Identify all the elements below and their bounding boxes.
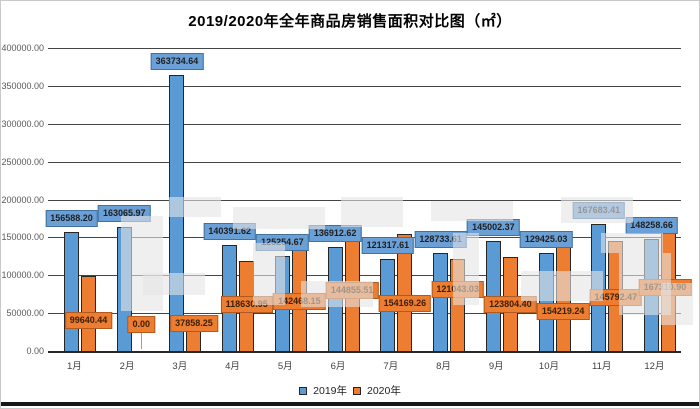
legend: 2019年 2020年 bbox=[1, 383, 699, 398]
data-label-2019-9月: 145002.37 bbox=[467, 219, 520, 237]
gridline bbox=[48, 161, 681, 163]
bottom-divider bbox=[1, 402, 699, 406]
data-label-2020-11月: 145792.47 bbox=[589, 289, 643, 306]
legend-swatch-2020 bbox=[353, 386, 361, 395]
gridline bbox=[48, 123, 681, 125]
watermark-block bbox=[341, 197, 403, 227]
data-label-2020-12月: 167310.90 bbox=[638, 279, 692, 296]
x-axis-tick-label: 4月 bbox=[225, 361, 240, 372]
data-label-2020-9月: 123804.40 bbox=[484, 296, 537, 313]
data-label-2020-3月: 37858.25 bbox=[170, 315, 218, 332]
x-axis-tick-label: 3月 bbox=[172, 361, 188, 372]
data-label-2020-8月: 121043.03 bbox=[431, 281, 484, 298]
data-label-2019-6月: 136912.62 bbox=[308, 225, 362, 243]
data-label-2020-5月: 142468.15 bbox=[273, 293, 326, 310]
chart-title: 2019/2020年全年商品房销售面积对比图（㎡） bbox=[188, 13, 512, 30]
x-axis-tick-label: 7月 bbox=[383, 361, 399, 372]
x-axis-tick-label: 6月 bbox=[330, 361, 346, 372]
gridline bbox=[48, 199, 681, 201]
gridline bbox=[48, 85, 681, 87]
x-axis-tick-label: 1月 bbox=[66, 361, 82, 372]
x-axis-tick-label: 9月 bbox=[488, 361, 504, 372]
gridline bbox=[48, 48, 681, 49]
bar-2019-8月 bbox=[433, 253, 449, 351]
y-axis-tick-label: 200000.00 bbox=[1, 194, 44, 205]
data-label-2020-6月: 144855.51 bbox=[325, 282, 379, 299]
legend-label-2019: 2019年 bbox=[313, 385, 347, 397]
label-leader-line bbox=[141, 332, 143, 349]
bar-2019-6月 bbox=[327, 247, 343, 351]
watermark-block bbox=[431, 201, 513, 221]
gridline bbox=[48, 313, 681, 315]
data-label-2019-12月: 148258.66 bbox=[625, 216, 678, 234]
data-label-2020-1月: 99640.44 bbox=[64, 312, 113, 329]
y-axis-tick-label: 250000.00 bbox=[1, 156, 44, 167]
x-axis-tick-label: 5月 bbox=[277, 361, 293, 372]
gridline bbox=[48, 351, 681, 353]
gridline bbox=[48, 275, 681, 277]
bar-2020-10月 bbox=[555, 234, 571, 351]
data-label-2020-4月: 118630.95 bbox=[220, 296, 273, 313]
bar-2020-8月 bbox=[450, 259, 466, 351]
bar-2020-7月 bbox=[397, 234, 413, 351]
data-label-2019-2月: 163065.97 bbox=[97, 205, 151, 223]
data-label-2019-3月: 363734.64 bbox=[150, 53, 204, 71]
data-label-2019-11月: 167683.41 bbox=[572, 201, 626, 219]
data-label-2019-4月: 140391.62 bbox=[203, 222, 256, 240]
bar-2019-1月 bbox=[64, 232, 79, 351]
x-axis-tick-label: 12月 bbox=[644, 361, 665, 372]
x-axis-tick-label: 10月 bbox=[538, 361, 559, 372]
data-label-2019-5月: 125254.67 bbox=[256, 234, 309, 252]
legend-label-2020: 2020年 bbox=[367, 385, 401, 397]
x-axis-tick-label: 8月 bbox=[436, 361, 451, 372]
data-label-2019-7月: 121317.61 bbox=[361, 237, 415, 255]
y-axis-tick-label: 50000.00 bbox=[6, 308, 44, 319]
data-label-2019-10月: 129425.03 bbox=[519, 230, 573, 248]
x-axis-tick-label: 11月 bbox=[592, 361, 612, 372]
data-label-2020-2月: 0.00 bbox=[127, 316, 155, 333]
data-label-2019-8月: 128733.61 bbox=[414, 231, 467, 249]
x-axis-tick-label: 2月 bbox=[119, 361, 135, 372]
y-axis-tick-label: 350000.00 bbox=[1, 80, 44, 91]
bar-2019-11月 bbox=[591, 223, 607, 351]
bar-2019-3月 bbox=[169, 75, 185, 351]
data-label-2019-1月: 156588.20 bbox=[45, 210, 98, 228]
legend-swatch-2019 bbox=[299, 386, 308, 395]
y-axis-tick-label: 100000.00 bbox=[1, 270, 44, 281]
data-label-2020-7月: 154169.26 bbox=[378, 295, 432, 312]
y-axis-tick-label: 300000.00 bbox=[1, 118, 44, 129]
y-axis-tick-label: 0.00 bbox=[26, 346, 44, 356]
y-axis-tick-label: 150000.00 bbox=[1, 232, 44, 243]
bar-2019-10月 bbox=[538, 252, 554, 351]
data-label-2020-10月: 154219.24 bbox=[536, 303, 590, 320]
y-axis-tick-label: 400000.00 bbox=[1, 43, 44, 53]
